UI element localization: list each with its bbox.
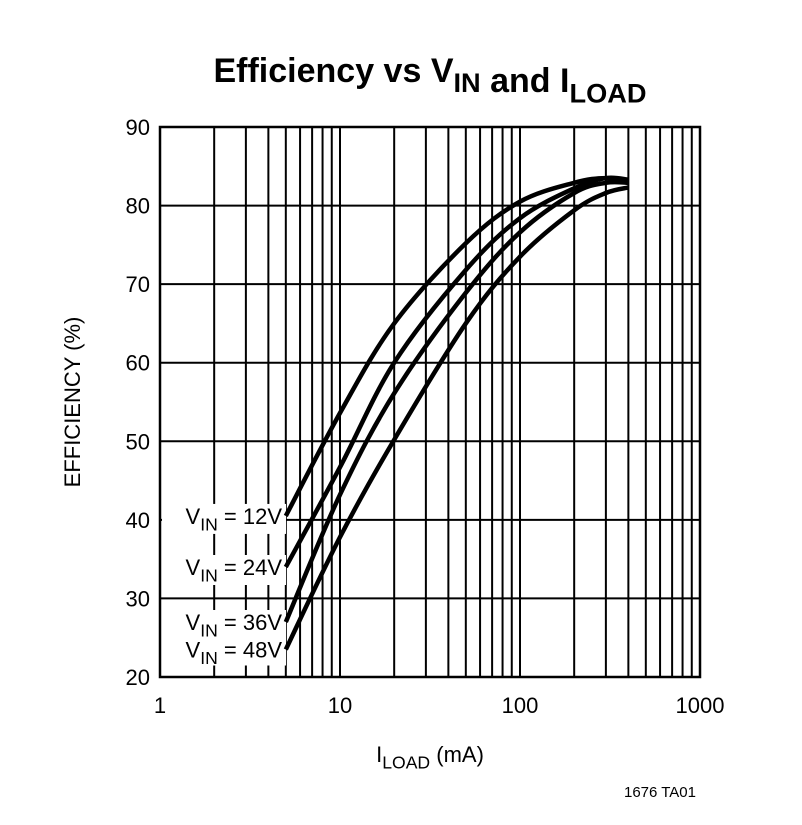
series-label-background (162, 610, 286, 640)
y-tick-label: 20 (126, 665, 150, 690)
grid (159, 126, 701, 678)
text-part: Efficiency vs V (213, 52, 453, 90)
series-line (283, 185, 629, 651)
y-tick-label: 90 (126, 115, 150, 140)
y-axis-label: EFFICIENCY (%) (60, 317, 85, 488)
series-line (283, 175, 629, 517)
text-part: V (186, 610, 201, 635)
series-label-background (162, 503, 286, 534)
text-part: V (186, 504, 201, 529)
series-label: VIN = 48V (186, 638, 283, 669)
text-part: = 12V (218, 504, 283, 529)
text-part: = 24V (218, 555, 283, 580)
y-tick-label: 70 (126, 272, 150, 297)
subscript: LOAD (382, 753, 430, 773)
x-tick-label: 100 (502, 693, 539, 718)
x-axis-label: ILOAD (mA) (376, 742, 484, 773)
series-label-background (162, 635, 286, 666)
series-line (283, 179, 629, 623)
y-tick-label: 60 (126, 351, 150, 376)
x-tick-label: 1 (154, 693, 166, 718)
subscript: IN (454, 67, 481, 98)
subscript: IN (200, 648, 218, 668)
text-part: V (186, 555, 201, 580)
text-part: = 48V (218, 638, 283, 663)
subscript: LOAD (569, 77, 646, 108)
y-tick-label: 30 (126, 586, 150, 611)
series-label-background (162, 555, 286, 585)
footnote: 1676 TA01 (624, 784, 696, 801)
x-tick-label: 10 (328, 693, 352, 718)
y-tick-label: 50 (126, 429, 150, 454)
plot-frame (158, 125, 702, 679)
text-part: and I (481, 62, 570, 100)
text-part: (mA) (430, 742, 484, 767)
y-tick-label: 40 (126, 508, 150, 533)
subscript: IN (200, 566, 218, 586)
series-label: VIN = 24V (186, 555, 283, 586)
y-tick-label: 80 (126, 194, 150, 219)
subscript: IN (200, 621, 218, 641)
series-label: VIN = 12V (186, 504, 283, 535)
x-tick-label: 1000 (676, 693, 725, 718)
text-part: I (376, 742, 382, 767)
text-part: = 36V (218, 610, 283, 635)
subscript: IN (200, 515, 218, 535)
series-line (283, 175, 629, 569)
text-part: V (186, 638, 201, 663)
chart-title: Efficiency vs VIN and ILOAD (213, 52, 646, 108)
series-label: VIN = 36V (186, 610, 283, 641)
